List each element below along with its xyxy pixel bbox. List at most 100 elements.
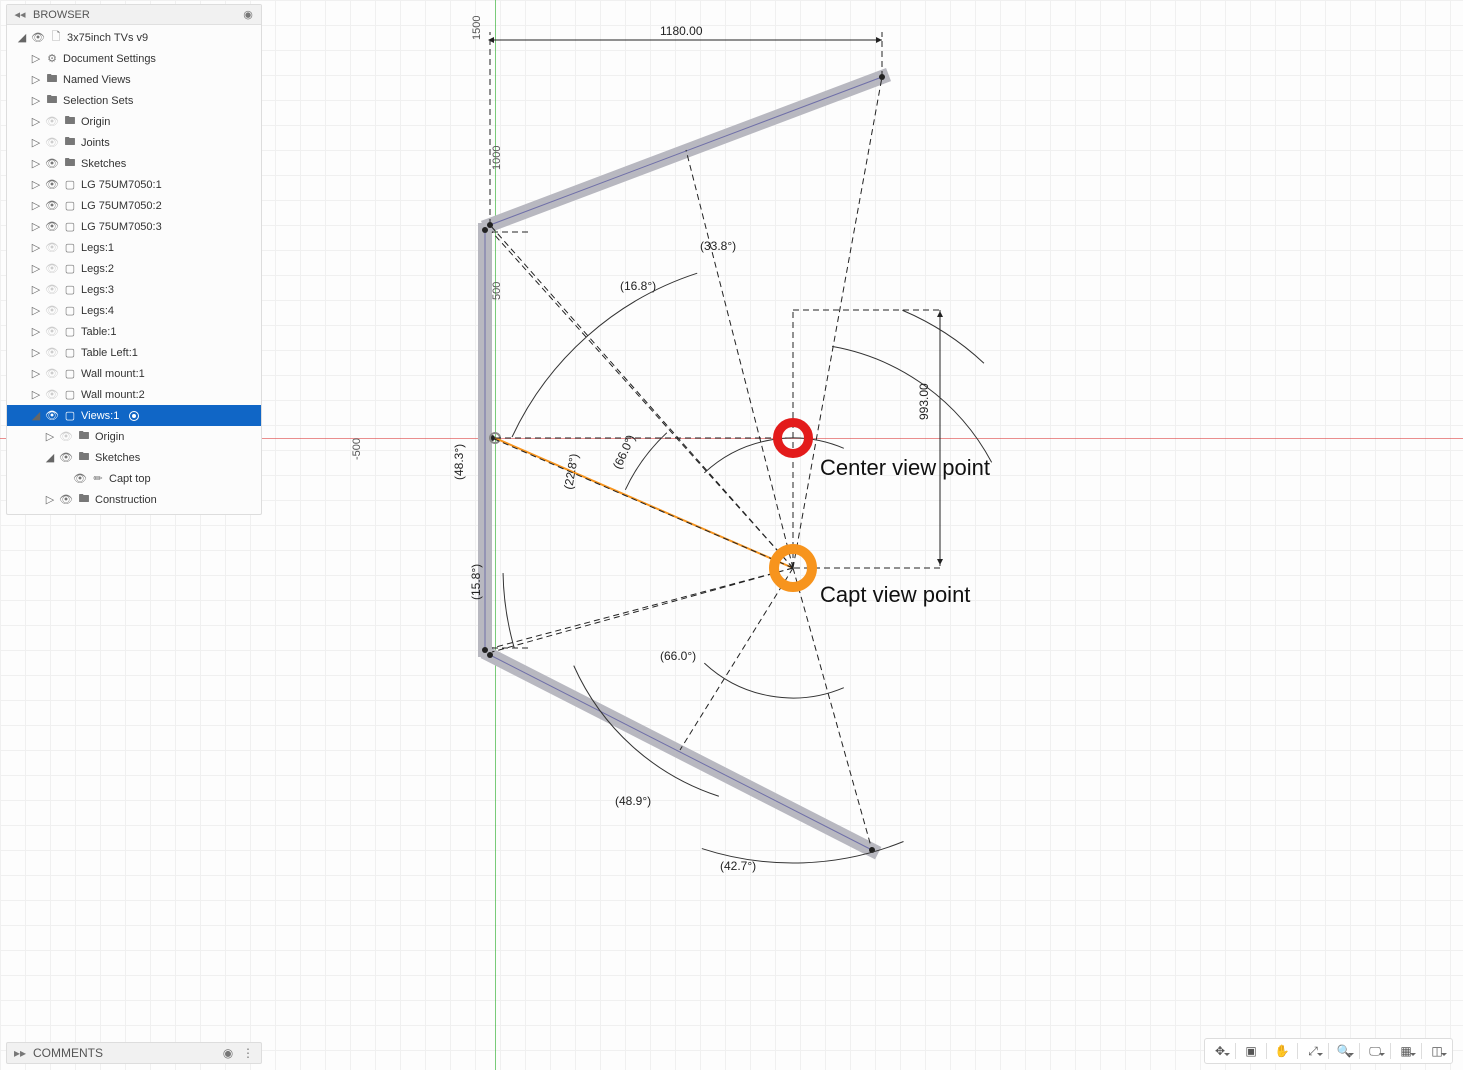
tree-item-label: Named Views [63,74,131,86]
tree-twisty-icon[interactable]: ▷ [31,178,41,191]
eye-icon[interactable]: 👁 [45,262,59,275]
tree-item[interactable]: ▷👁▢LG 75UM7050:2 [7,195,261,216]
tree-item[interactable]: ◢👁▢Views:1 [7,405,261,426]
comp-icon: ▢ [63,283,77,296]
tree-twisty-icon[interactable]: ▷ [45,430,55,443]
eye-icon[interactable]: 👁 [45,409,59,422]
eye-icon[interactable]: 👁 [45,157,59,170]
tree-item[interactable]: ▷👁🖿Sketches [7,153,261,174]
tree-twisty-icon[interactable]: ▷ [31,157,41,170]
tree-twisty-icon[interactable]: ▷ [31,52,41,65]
tree-item-label: Legs:4 [81,305,114,317]
comments-settings-icon[interactable]: ◉ [221,1046,235,1060]
tree-twisty-icon[interactable]: ▷ [31,73,41,86]
eye-icon[interactable]: 👁 [45,241,59,254]
comp-icon: ▢ [63,325,77,338]
fit-icon[interactable]: 🔍 [1333,1041,1355,1061]
tree-twisty-icon[interactable]: ▷ [31,136,41,149]
collapse-icon[interactable]: ◂◂ [13,8,27,21]
tree-item[interactable]: ▷👁▢Legs:3 [7,279,261,300]
eye-icon[interactable]: 👁 [45,346,59,359]
tree-item-label: Origin [81,116,110,128]
tree-twisty-icon[interactable]: ▷ [31,283,41,296]
tree-twisty-icon[interactable]: ▷ [31,199,41,212]
comp-icon: ▢ [63,241,77,254]
tree-twisty-icon[interactable]: ◢ [45,451,55,464]
eye-icon[interactable]: 👁 [45,199,59,212]
zoom-icon[interactable]: ⤢ [1302,1041,1324,1061]
eye-icon[interactable]: 👁 [45,136,59,149]
comp-icon: ▢ [63,304,77,317]
eye-icon[interactable]: 👁 [45,220,59,233]
eye-icon[interactable]: 👁 [45,283,59,296]
browser-panel[interactable]: ◂◂ BROWSER ◉ ◢ 👁 🗋 3x75inch TVs v9 ▷⚙Doc… [6,4,262,515]
folder-icon: 🖿 [63,133,77,152]
viewports-icon[interactable]: ◫ [1426,1041,1448,1061]
tree-item[interactable]: ▷ 👁 ▢ Legs:4 [7,300,261,321]
tree-item[interactable]: ▷👁🖿Origin [7,111,261,132]
tree-item[interactable]: ▷👁🖿Construction [7,489,261,510]
comments-panel[interactable]: ▸▸ COMMENTS ◉ ⋮ [6,1042,262,1064]
tree-item[interactable]: ▷👁▢Wall mount:2 [7,384,261,405]
eye-icon[interactable]: 👁 [45,367,59,380]
tree-twisty-icon[interactable]: ▷ [31,367,41,380]
comp-icon: ▢ [63,220,77,233]
comp-icon: ▢ [63,178,77,191]
grid-icon[interactable]: ▦ [1395,1041,1417,1061]
tree-item[interactable]: ▷👁▢Table Left:1 [7,342,261,363]
tree-twisty-icon[interactable]: ▷ [31,346,41,359]
tree-item[interactable]: 👁✏Capt top [7,468,261,489]
tree-item[interactable]: ▷👁▢Legs:1 [7,237,261,258]
y-axis [495,0,496,1070]
tree-item[interactable]: ▷👁▢Legs:2 [7,258,261,279]
tree-twisty-icon[interactable]: ◢ [31,409,41,422]
tree-item[interactable]: ◢👁🖿Sketches [7,447,261,468]
eye-icon[interactable]: 👁 [45,325,59,338]
tree-item-label: Wall mount:2 [81,389,145,401]
tree-twisty-icon[interactable]: ◢ [17,31,27,44]
tree-item[interactable]: ▷🖿Selection Sets [7,90,261,111]
eye-icon[interactable]: 👁 [45,388,59,401]
display-icon[interactable]: 🖵 [1364,1041,1386,1061]
tree-item[interactable]: ▷⚙Document Settings [7,48,261,69]
activate-radio-icon[interactable] [129,411,139,421]
browser-panel-header[interactable]: ◂◂ BROWSER ◉ [7,5,261,25]
tree-item[interactable]: ▷🖿Named Views [7,69,261,90]
tree-twisty-icon[interactable]: ▷ [31,388,41,401]
nav-toolbar[interactable]: ✥ ▣ ✋ ⤢ 🔍 🖵 ▦ ◫ [1204,1038,1453,1064]
orbit-icon[interactable]: ✥ [1209,1041,1231,1061]
tree-twisty-icon[interactable]: ▷ [31,241,41,254]
panel-settings-icon[interactable]: ◉ [241,8,255,21]
tree-item[interactable]: ▷👁▢LG 75UM7050:1 [7,174,261,195]
eye-icon[interactable]: 👁 [45,115,59,128]
comments-more-icon[interactable]: ⋮ [241,1046,255,1060]
comp-icon: ▢ [63,346,77,359]
eye-icon[interactable]: 👁 [59,451,73,464]
expand-icon[interactable]: ▸▸ [13,1046,27,1060]
look-at-icon[interactable]: ▣ [1240,1041,1262,1061]
tree-item-label: Sketches [81,158,126,170]
tree-twisty-icon[interactable]: ▷ [31,325,41,338]
eye-icon[interactable]: 👁 [59,430,73,443]
eye-icon[interactable]: 👁 [45,178,59,191]
tree-twisty-icon[interactable]: ▷ [45,493,55,506]
tree-twisty-icon[interactable]: ▷ [31,262,41,275]
tree-twisty-icon[interactable]: ▷ [31,115,41,128]
tree-item[interactable]: ▷👁🖿Joints [7,132,261,153]
eye-icon[interactable]: 👁 [45,304,59,317]
tree-item[interactable]: ▷👁▢Wall mount:1 [7,363,261,384]
tree-item-label: Construction [95,494,157,506]
tree-twisty-icon[interactable]: ▷ [31,304,41,317]
tree-twisty-icon[interactable]: ▷ [31,220,41,233]
tree-twisty-icon[interactable]: ▷ [31,94,41,107]
tree-item[interactable]: ▷👁🖿Origin [7,426,261,447]
eye-icon[interactable]: 👁 [31,31,45,44]
tree-item[interactable]: ▷👁▢Table:1 [7,321,261,342]
component-icon: 🗋 [49,28,63,47]
eye-icon[interactable]: 👁 [59,493,73,506]
eye-icon[interactable]: 👁 [73,472,87,485]
pan-icon[interactable]: ✋ [1271,1041,1293,1061]
tree-item[interactable]: ▷👁▢LG 75UM7050:3 [7,216,261,237]
tree-root[interactable]: ◢ 👁 🗋 3x75inch TVs v9 [7,27,261,48]
browser-tree[interactable]: ◢ 👁 🗋 3x75inch TVs v9 ▷⚙Document Setting… [7,25,261,514]
